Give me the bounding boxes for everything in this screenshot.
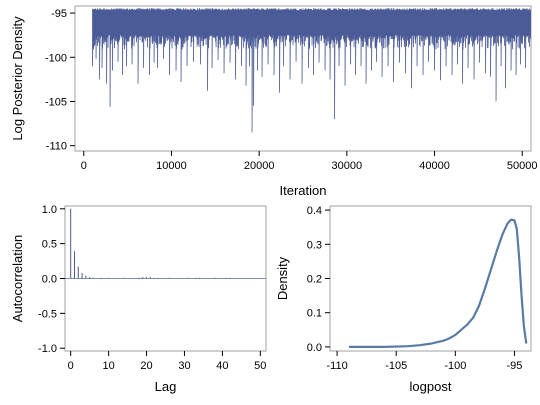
density-curve (348, 218, 528, 348)
trace-x-tick-label: 20000 (244, 160, 275, 172)
acf-y-tick-label: -1.0 (38, 343, 57, 355)
acf-y-tick-label: 1.0 (42, 204, 57, 216)
acf-panel: 0 10 20 30 40 50 1.0 0.5 0.0 -0.5 -1.0 Lag Autoco… (10, 204, 267, 394)
density-y-tick-label: 0.4 (307, 205, 322, 217)
acf-bars (70, 208, 231, 279)
acf-y-tick-label: 0.0 (42, 274, 57, 286)
acf-y-axis-title: Autocorrelation (10, 235, 25, 322)
density-x-tick-label: -95 (506, 360, 522, 372)
trace-x-tick-label: 40000 (419, 160, 450, 172)
density-y-axis: 0.4 0.3 0.2 0.1 0.0 (307, 205, 330, 354)
density-x-tick-label: -105 (385, 360, 407, 372)
density-panel: -110 -105 -100 -95 0.40.30.20.10.0 logpost … (275, 205, 532, 394)
trace-y-tick-label: -100 (45, 52, 67, 64)
acf-x-axis-title: Lag (155, 379, 177, 394)
trace-x-tick-label: 50000 (507, 160, 538, 172)
density-x-tick-label: -110 (326, 360, 347, 372)
density-x-axis: -110 -105 -100 -95 (326, 351, 522, 372)
trace-y-axis-title: Log Posterior Density (10, 16, 25, 141)
trace-x-tick-label: 0 (81, 160, 87, 172)
trace-x-axis-title: Iteration (280, 183, 327, 198)
trace-y-tick-label: -105 (45, 96, 67, 108)
trace-panel: 0 10000 20000 30000 40000 50000 -95 -100 -105 -1… (10, 5, 538, 198)
density-y-tick-label: 0.0 (307, 342, 322, 354)
acf-y-axis: 1.0 0.5 0.0 -0.5 -1.0 (38, 204, 65, 355)
trace-x-tick-label: 10000 (156, 160, 187, 172)
trace-x-axis: 0 10000 20000 30000 40000 50000 (81, 151, 538, 172)
density-y-tick-label: 0.1 (307, 308, 322, 320)
acf-x-tick-label: 30 (178, 360, 190, 372)
trace-frame (74, 5, 532, 152)
acf-x-axis: 0 10 20 30 40 50 (68, 351, 266, 372)
trace-x-tick-label: 30000 (332, 160, 363, 172)
density-y-axis-title: Density (275, 256, 290, 300)
density-y-tick-label: 0.2 (307, 274, 322, 286)
trace-y-tick-label: -95 (51, 8, 67, 20)
acf-y-tick-label: -0.5 (38, 308, 57, 320)
density-y-tick-label: 0.3 (307, 239, 322, 251)
acf-x-tick-label: 50 (254, 360, 266, 372)
acf-x-tick-label: 0 (68, 360, 74, 372)
density-frame (329, 205, 532, 352)
acf-y-tick-label: 0.5 (42, 239, 57, 251)
trace-y-axis: -95 -100 -105 -110 (45, 8, 75, 153)
acf-x-tick-label: 10 (102, 360, 114, 372)
trace-y-tick-label: -110 (46, 141, 67, 153)
acf-x-tick-label: 20 (140, 360, 152, 372)
acf-x-tick-label: 40 (216, 360, 228, 372)
density-x-tick-label: -100 (444, 360, 466, 372)
trace-series-line (92, 8, 531, 133)
density-x-axis-title: logpost (410, 379, 452, 394)
